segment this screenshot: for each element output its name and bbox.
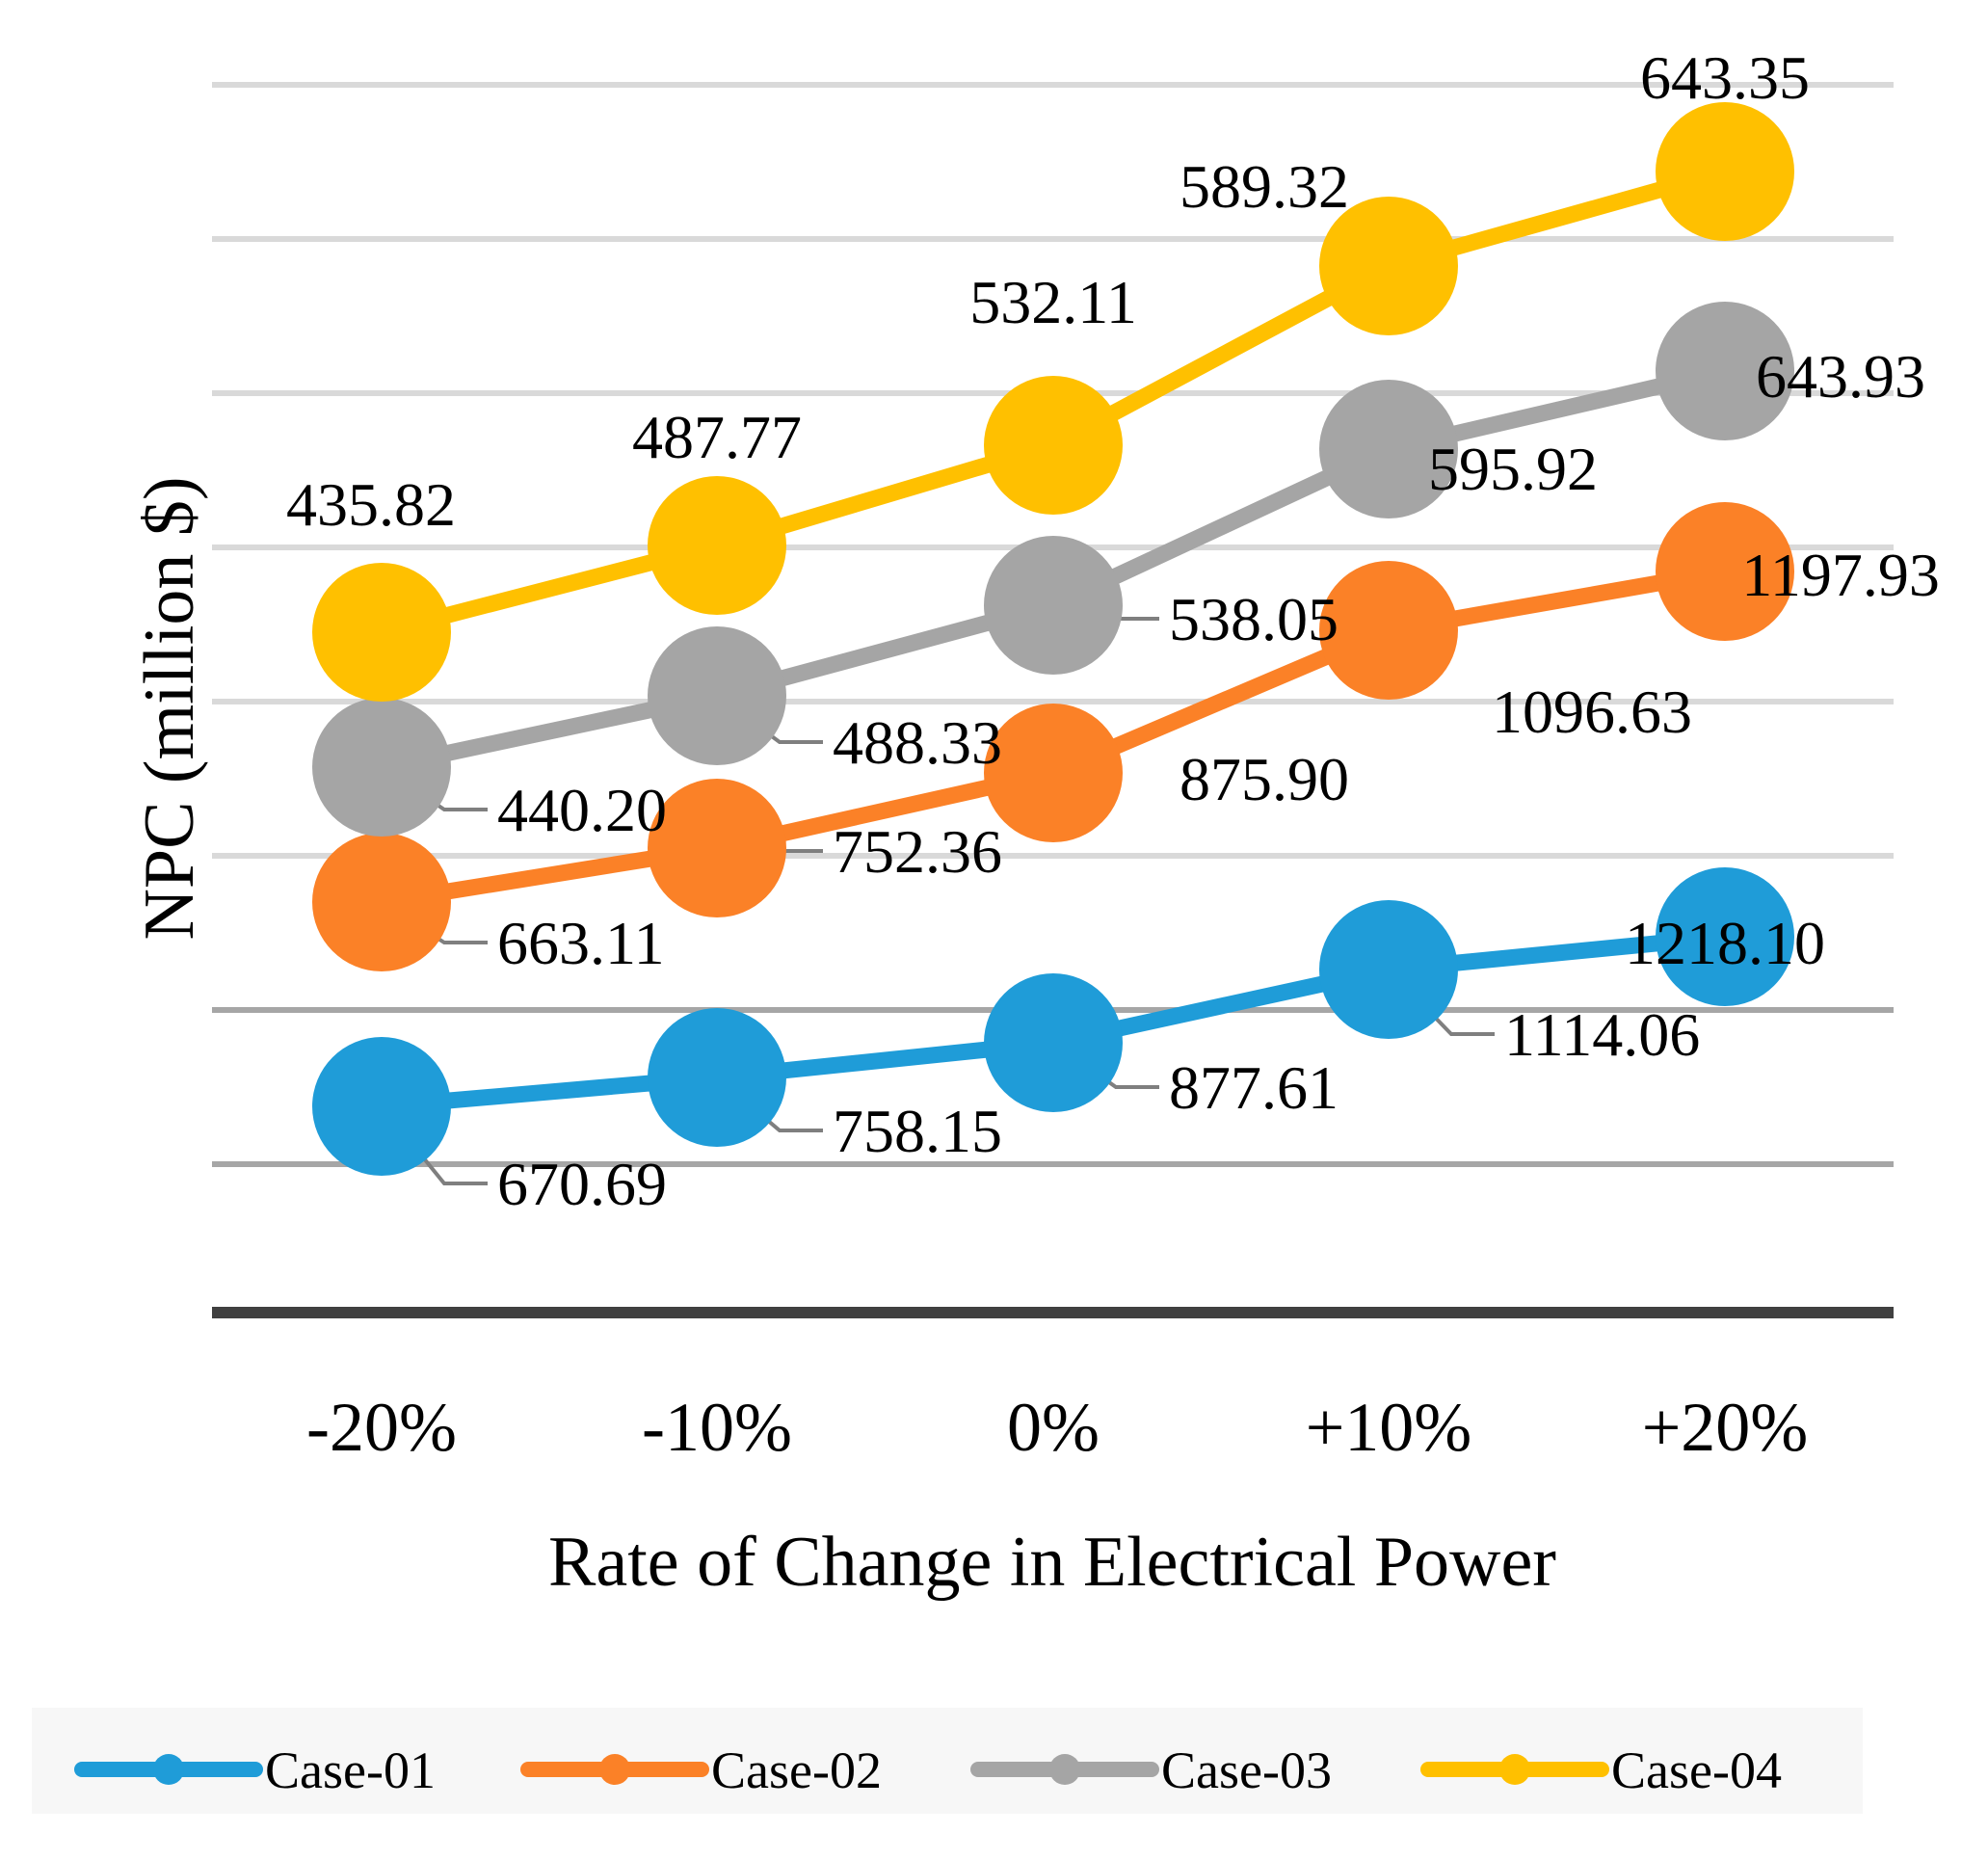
data-label-case-02: 752.36 xyxy=(833,817,1002,886)
data-label-case-03: 595.92 xyxy=(1428,435,1598,503)
data-point-case-04 xyxy=(1319,197,1458,335)
data-label-case-01: 670.69 xyxy=(497,1150,667,1218)
data-label-case-02: 1096.63 xyxy=(1492,678,1692,746)
data-label-case-03: 643.93 xyxy=(1756,342,1925,411)
data-point-case-02 xyxy=(984,704,1123,842)
data-point-case-02 xyxy=(1319,561,1458,700)
data-point-case-02 xyxy=(312,833,451,971)
x-tick-label: +20% xyxy=(1642,1389,1809,1466)
data-point-case-01 xyxy=(648,1008,786,1147)
data-point-case-01 xyxy=(312,1037,451,1176)
data-point-case-04 xyxy=(1656,102,1794,241)
data-label-case-04: 589.32 xyxy=(1180,152,1349,221)
data-label-case-03: 440.20 xyxy=(497,776,667,844)
legend-marker xyxy=(599,1754,630,1785)
data-point-case-04 xyxy=(984,376,1123,515)
x-tick-label: -20% xyxy=(306,1389,457,1466)
legend-background xyxy=(32,1708,1863,1814)
data-point-case-01 xyxy=(984,973,1123,1112)
legend-label: Case-03 xyxy=(1161,1741,1332,1799)
series-markers xyxy=(312,102,1794,1176)
data-label-case-03: 488.33 xyxy=(833,708,1002,777)
legend-label: Case-02 xyxy=(711,1741,882,1799)
data-point-case-04 xyxy=(648,476,786,615)
data-point-case-03 xyxy=(312,698,451,837)
data-label-case-01: 1114.06 xyxy=(1504,1000,1700,1069)
data-label-case-04: 643.35 xyxy=(1640,43,1810,112)
data-point-case-02 xyxy=(648,779,786,917)
data-label-case-04: 532.11 xyxy=(969,268,1137,336)
x-tick-label: +10% xyxy=(1306,1389,1472,1466)
x-tick-labels: -20% -10% 0% +10% +20% xyxy=(306,1389,1808,1466)
legend-label: Case-01 xyxy=(265,1741,436,1799)
data-label-case-02: 1197.93 xyxy=(1741,541,1940,609)
data-label-case-02: 663.11 xyxy=(497,909,665,977)
data-point-case-01 xyxy=(1319,900,1458,1039)
legend-label: Case-04 xyxy=(1611,1741,1782,1799)
data-point-case-01 xyxy=(1656,867,1794,1006)
legend-marker xyxy=(153,1754,184,1785)
legend-marker xyxy=(1049,1754,1080,1785)
data-label-case-01: 1218.10 xyxy=(1625,909,1825,977)
data-label-case-04: 487.77 xyxy=(632,403,802,471)
legend: Case-01 Case-02 Case-03 Case-04 xyxy=(74,1741,1782,1799)
x-tick-label: -10% xyxy=(642,1389,792,1466)
x-axis-title: Rate of Change in Electrical Power xyxy=(548,1523,1556,1602)
data-point-case-04 xyxy=(312,563,451,702)
data-point-case-03 xyxy=(1656,302,1794,440)
data-labels: 670.69 758.15 877.61 1114.06 1218.10 663.11 75… xyxy=(286,43,1940,1218)
y-axis-title: NPC (million $) xyxy=(130,476,209,940)
legend-marker xyxy=(1499,1754,1530,1785)
data-label-case-01: 877.61 xyxy=(1169,1053,1339,1122)
data-label-case-04: 435.82 xyxy=(286,470,456,539)
data-label-case-01: 758.15 xyxy=(833,1097,1002,1165)
data-label-case-02: 875.90 xyxy=(1180,745,1349,813)
data-point-case-03 xyxy=(984,536,1123,675)
x-tick-label: 0% xyxy=(1007,1389,1100,1466)
data-point-case-03 xyxy=(648,626,786,765)
data-point-case-02 xyxy=(1656,502,1794,641)
data-label-case-03: 538.05 xyxy=(1169,585,1339,653)
data-point-case-03 xyxy=(1319,380,1458,518)
